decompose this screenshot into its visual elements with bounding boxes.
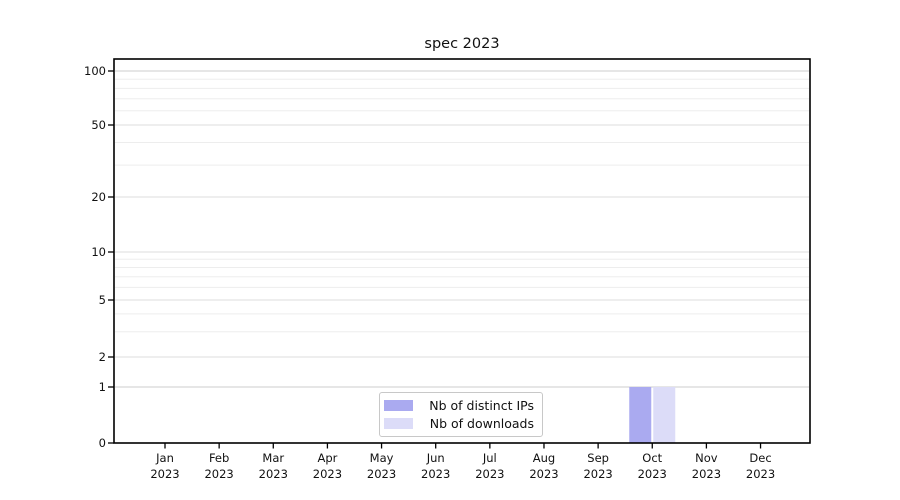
legend-label: Nb of distinct IPs <box>429 398 534 413</box>
x-tick-label: Jun 2023 <box>421 451 451 481</box>
x-tick-label: Jan 2023 <box>150 451 180 481</box>
legend-item: Nb of downloads <box>384 416 534 431</box>
y-tick-label: 1 <box>98 380 106 394</box>
y-tick-label: 5 <box>98 293 106 307</box>
chart-title: spec 2023 <box>424 36 500 52</box>
legend-swatch-downloads <box>384 418 413 429</box>
x-tick-label: Sep 2023 <box>583 451 613 481</box>
x-tick-label: Oct 2023 <box>637 451 667 481</box>
y-tick-label: 100 <box>84 64 106 78</box>
y-tick-label: 10 <box>91 245 106 259</box>
y-tick-label: 2 <box>98 350 106 364</box>
bar-nb-of-downloads-oct-2023 <box>653 387 676 443</box>
plot-frame <box>113 58 811 444</box>
x-tick-label: Feb 2023 <box>204 451 234 481</box>
x-tick-label: Jul 2023 <box>475 451 505 481</box>
x-tick-label: Apr 2023 <box>312 451 343 481</box>
y-tick-label: 50 <box>91 118 106 132</box>
legend-swatch-distinct-ips <box>384 400 413 411</box>
x-tick-label: Mar 2023 <box>258 451 288 481</box>
legend-label: Nb of downloads <box>429 416 534 431</box>
legend: Nb of distinct IPs Nb of downloads <box>379 392 543 437</box>
y-tick-label: 0 <box>98 436 106 450</box>
x-tick-label: Dec 2023 <box>745 451 776 481</box>
x-tick-label: Aug 2023 <box>529 451 559 481</box>
y-tick-label: 20 <box>91 190 106 204</box>
x-tick-label: May 2023 <box>366 451 397 481</box>
x-tick-label: Nov 2023 <box>691 451 722 481</box>
bar-nb-of-distinct-ips-oct-2023 <box>629 387 652 443</box>
legend-item: Nb of distinct IPs <box>384 398 534 413</box>
